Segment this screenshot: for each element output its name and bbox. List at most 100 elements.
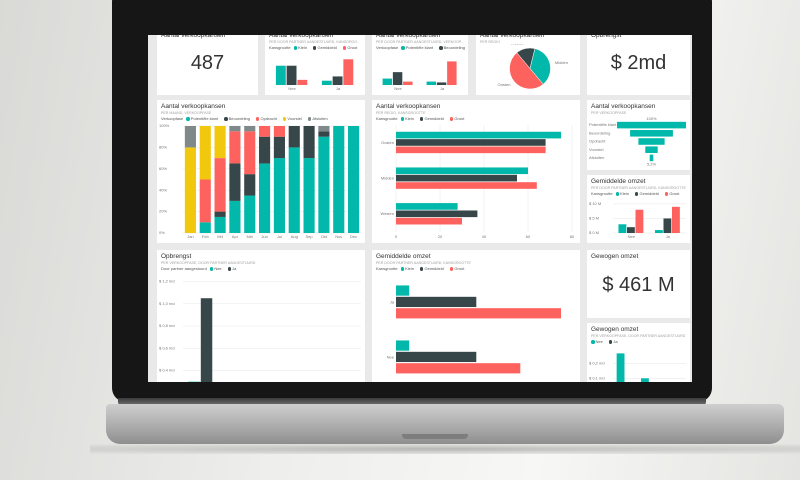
bar-segment: [273, 136, 285, 159]
tile-subtitle: PER MAAND, VERKOOPFASE: [161, 110, 212, 115]
bar-segment: [214, 158, 226, 212]
laptop-notch: [402, 434, 468, 439]
y-tick-label: 0%: [159, 230, 165, 235]
pie-label: Westen: [511, 44, 525, 46]
y-tick-label: Oosten: [381, 140, 394, 145]
bar: [275, 65, 286, 85]
legend: Door partner aangestuurd Nee Ja: [161, 266, 362, 271]
bar-segment: [214, 216, 226, 233]
legend-item: Beoordeling: [439, 45, 465, 50]
y-tick-label: $ 0 M: [589, 230, 599, 235]
legend: Kansgrootte Klein Gemiddeld Groot: [591, 191, 687, 196]
bar-segment: [214, 126, 226, 159]
x-tick-label: 80: [570, 234, 575, 239]
legend-label: Beoordeling: [443, 45, 465, 50]
bar-segment: [273, 126, 285, 137]
legend-swatch: [255, 117, 260, 121]
legend-label: Groot: [347, 45, 358, 50]
chart-plot: 0 20 40 60 80 Oosten Midden Westen: [381, 125, 575, 239]
chart-plot: Nee Ja: [275, 59, 354, 91]
card-title: Aantal verkoopkansen: [161, 35, 226, 39]
tile-title: Gemiddelde omzet: [591, 178, 646, 185]
x-tick-label: Dec: [350, 234, 357, 239]
tile-title: Gemiddelde omzet: [376, 253, 431, 260]
legend-title: Door partner aangestuurd: [161, 266, 207, 271]
x-tick-label: Nee: [628, 234, 636, 239]
bar-segment: [288, 126, 300, 148]
funnel-value-label: 100%: [646, 116, 657, 121]
bar-segment: [318, 136, 330, 233]
legend: Kansgrootte Klein Gemiddeld Groot: [269, 45, 362, 50]
y-tick-label: Westen: [381, 211, 395, 216]
y-tick-label: $ 10 M: [589, 201, 601, 206]
chart-tile: Gewogen omzet PER VERKOOPFASE, DOOR PARTN…: [587, 323, 690, 382]
bar-segment: [199, 126, 211, 180]
bar-segment: [244, 195, 256, 233]
x-tick-label: 60: [526, 234, 531, 239]
legend-swatch: [342, 46, 347, 50]
tile-subtitle: PER VERKOOPFASE, DOOR PARTNER AANGESTUUR…: [591, 333, 686, 338]
legend-label: Potentiële klant: [190, 116, 219, 121]
card-tile: Gewogen omzet $ 461 M: [587, 250, 690, 318]
legend-label: Nee: [595, 339, 603, 344]
tile-subtitle: PER VERKOOPFASE: [591, 110, 627, 115]
bar-segment: [184, 147, 196, 233]
legend-swatch: [400, 117, 405, 121]
tile-subtitle: PER DOOR PARTNER AANGESTUURD, KANSGROOTT…: [591, 185, 686, 190]
legend-swatch: [449, 117, 454, 121]
bar: [392, 72, 403, 85]
chart-tile: Opbrengst PER VERKOOPFASE, DOOR PARTNER A…: [157, 250, 365, 382]
laptop-shadow: [90, 444, 800, 454]
legend-swatch: [449, 267, 454, 271]
bar-segment: [273, 158, 285, 233]
bar: [286, 65, 297, 85]
bar: [321, 80, 332, 85]
legend-title: Kansgrootte: [376, 116, 398, 121]
legend-item: Ja: [227, 266, 240, 271]
chart-plot: $ 0 M $ 5 M $ 10 M Nee Ja: [589, 201, 686, 239]
tile-subtitle: PER REGIO: [480, 39, 500, 44]
chart-plot: 0% 20% 40% 60% 80% 100% Jan Feb Mrt Apr Mei Jun Jul A…: [159, 123, 361, 239]
funnel-bar: [630, 130, 673, 137]
bar: [672, 206, 680, 233]
bar: [297, 79, 308, 85]
bar-segment: [184, 126, 196, 148]
legend-label: Klein: [620, 191, 629, 196]
legend-label: Ja: [613, 339, 618, 344]
y-tick-label: $ 0,2 md: [589, 361, 605, 366]
tile-title: Aantal verkoopkansen: [269, 35, 334, 39]
bar-segment: [199, 179, 211, 223]
chart-plot: Ja Nee: [387, 285, 561, 374]
legend-item: Gemiddeld: [312, 45, 340, 50]
bar-segment: [303, 158, 315, 233]
legend-item: Nee: [591, 339, 606, 344]
tile-title: Aantal verkoopkansen: [376, 103, 441, 110]
y-tick-label: 100%: [159, 123, 170, 128]
bar-segment: [199, 222, 211, 233]
legend-item: Gemiddeld: [419, 116, 447, 121]
funnel-bar: [645, 146, 658, 153]
tile-title: Aantal verkoopkansen: [480, 35, 545, 39]
bar: [396, 285, 410, 296]
bar: [332, 76, 343, 85]
legend-label: Afsluiten: [312, 116, 328, 121]
pie-label: Midden: [555, 60, 568, 65]
laptop-hinge: [118, 398, 706, 406]
x-tick-label: Mrt: [217, 234, 224, 239]
y-tick-label: $ 0,1 md: [589, 375, 605, 380]
x-tick-label: 20: [438, 234, 443, 239]
legend-item: Potentiële klant: [401, 45, 436, 50]
legend-label: Opdracht: [260, 116, 277, 121]
legend-item: Klein: [293, 45, 310, 50]
legend-label: Gemiddeld: [639, 191, 659, 196]
y-tick-label: 20%: [159, 209, 167, 214]
funnel-label: Potentiële klant: [589, 122, 617, 127]
card-value: $ 461 M: [602, 274, 675, 296]
x-tick-label: Ja: [336, 86, 341, 91]
bar: [396, 351, 477, 363]
legend-title: Verkoopfase: [376, 45, 399, 50]
